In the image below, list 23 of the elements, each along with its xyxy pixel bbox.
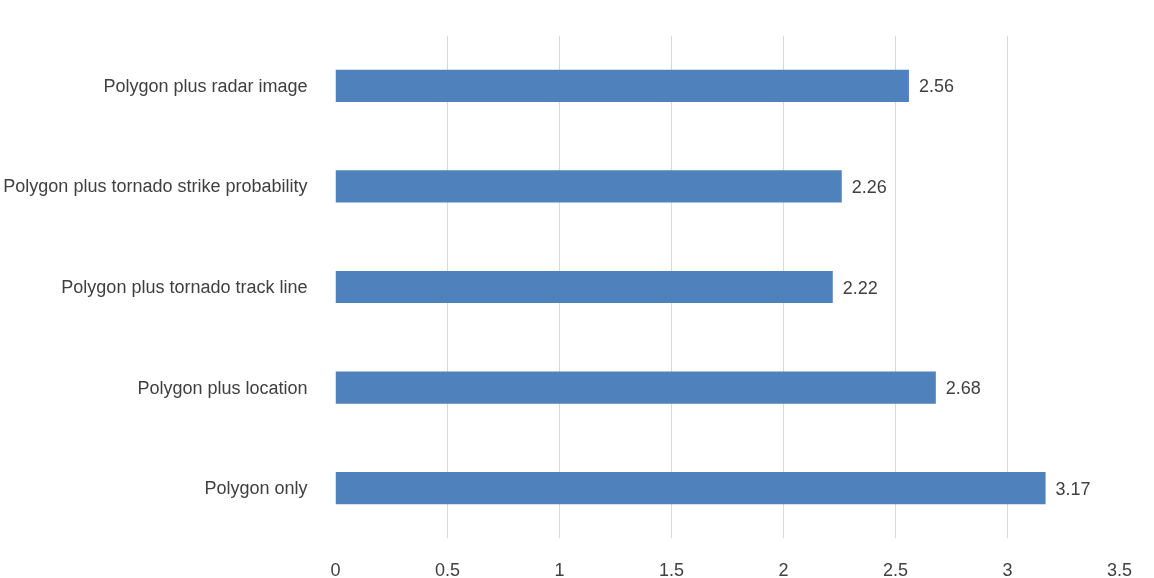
x-tick-label: 3 (1002, 559, 1013, 578)
y-tick-label: Polygon plus radar image (103, 75, 308, 96)
bar (335, 170, 842, 203)
x-tick-label: 1 (554, 559, 565, 578)
x-tick-label: 0 (330, 559, 341, 578)
data-label: 2.26 (851, 176, 887, 197)
data-label: 2.68 (945, 378, 981, 399)
x-tick-label: 0.5 (434, 559, 461, 578)
bar (335, 371, 936, 404)
bar (335, 270, 833, 304)
x-tick-label: 2.5 (882, 559, 909, 578)
y-tick-label: Polygon only (204, 478, 308, 499)
y-tick-label: Polygon plus tornado strike probability (3, 176, 308, 197)
y-tick-label: Polygon plus location (137, 377, 308, 398)
data-label: 2.56 (918, 76, 954, 97)
y-tick-label: Polygon plus tornado track line (61, 277, 308, 297)
data-label: 2.22 (842, 277, 878, 298)
data-label: 3.17 (1055, 478, 1091, 499)
x-tick-label: 1.5 (658, 559, 685, 578)
bar (335, 472, 1046, 505)
bar (335, 69, 909, 102)
x-tick-label: 3.5 (1106, 559, 1133, 578)
x-tick-label: 2 (778, 559, 789, 578)
